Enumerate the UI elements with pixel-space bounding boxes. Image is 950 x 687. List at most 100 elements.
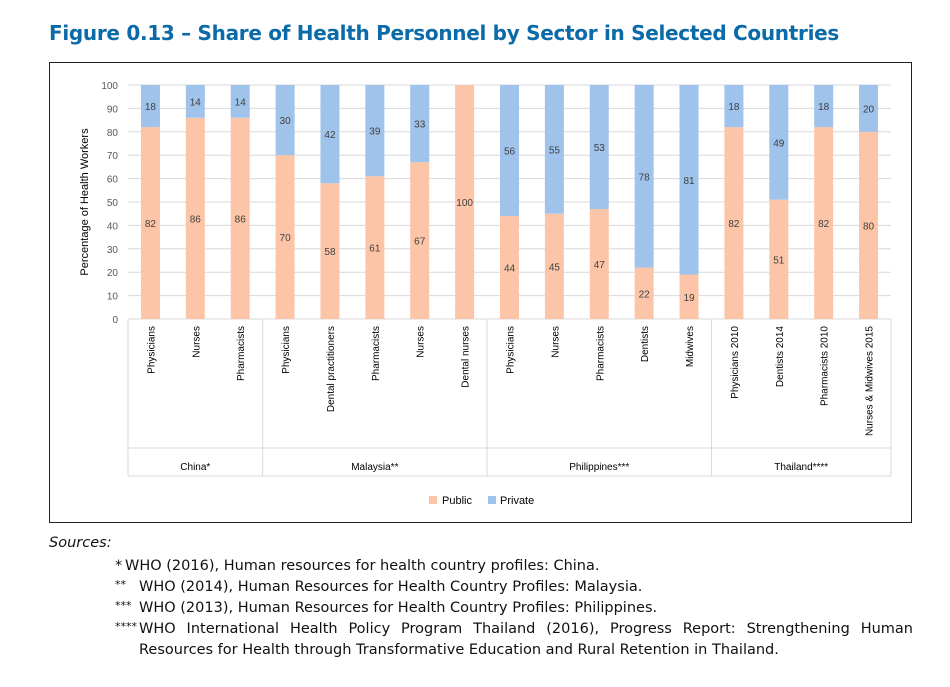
bar-public xyxy=(724,127,744,320)
bar-public xyxy=(544,213,564,319)
source-item: *** WHO (2013), Human Resources for Healt… xyxy=(115,599,658,616)
bar-private xyxy=(679,85,699,275)
y-tick-label: 10 xyxy=(107,292,119,303)
bar-private xyxy=(410,85,430,163)
stacked-bar-chart: 0 10 20 30 40 50 60 70 80 90 100 Percentage of Heal… xyxy=(79,81,892,507)
data-label-public: 51 xyxy=(773,255,785,266)
x-tick-label: Midwives xyxy=(685,326,696,367)
bar-public xyxy=(859,131,879,319)
bar-public xyxy=(185,117,205,319)
sources: Sources: * WHO (2016), Human resources fo… xyxy=(49,535,913,658)
legend-swatch-public xyxy=(429,496,437,504)
data-label-public: 67 xyxy=(414,237,426,248)
bar-private xyxy=(859,85,879,132)
x-tick-label: Nurses xyxy=(416,326,427,358)
x-tick-label: Physicians xyxy=(146,326,157,374)
y-tick-label: 30 xyxy=(107,245,119,256)
data-label-private: 14 xyxy=(235,97,247,108)
bar-public xyxy=(410,162,430,319)
x-tick-label: Pharmacists 2010 xyxy=(820,326,831,406)
y-axis-label: Percentage of Health Workers xyxy=(79,128,91,276)
y-tick-label: 70 xyxy=(107,151,119,162)
data-label-public: 100 xyxy=(456,198,473,209)
bar-public xyxy=(500,216,519,319)
bar-private xyxy=(365,85,385,177)
legend-swatch-private xyxy=(488,496,496,504)
group-label: Thailand**** xyxy=(774,462,828,473)
bar-public xyxy=(320,183,340,319)
bar-private xyxy=(140,85,160,128)
data-label-private: 55 xyxy=(549,145,561,156)
source-item: ** WHO (2014), Human Resources for Health… xyxy=(115,578,643,595)
data-label-public: 86 xyxy=(235,214,247,225)
bar-public xyxy=(455,85,475,319)
data-label-public: 19 xyxy=(683,293,695,304)
data-label-private: 56 xyxy=(504,147,516,158)
sources-heading: Sources: xyxy=(49,535,112,551)
x-tick-label: Pharmacists xyxy=(236,326,247,381)
group-label: Malaysia** xyxy=(351,462,398,473)
bar-public xyxy=(275,155,295,319)
figure-title: Figure 0.13 – Share of Health Personnel … xyxy=(49,21,839,45)
data-label-public: 82 xyxy=(728,219,740,230)
x-tick-label: Pharmacists xyxy=(371,326,382,381)
y-tick-label: 50 xyxy=(107,198,119,209)
bar-public xyxy=(769,199,789,319)
bar-private xyxy=(724,85,744,128)
bar-private xyxy=(769,85,789,200)
x-tick-label: Physicians xyxy=(506,326,517,374)
data-label-public: 70 xyxy=(280,233,292,244)
y-tick-label: 80 xyxy=(107,128,119,139)
y-tick-label: 100 xyxy=(101,81,118,92)
group-label: China* xyxy=(180,462,210,473)
data-label-public: 58 xyxy=(324,247,336,258)
x-tick-label: Nurses & Midwives 2015 xyxy=(865,326,876,436)
data-label-private: 18 xyxy=(728,102,740,113)
x-tick-label: Nurses xyxy=(550,326,561,358)
data-label-public: 44 xyxy=(504,264,516,275)
data-label-private: 42 xyxy=(324,130,336,141)
x-tick-label: Dentists 2014 xyxy=(775,326,786,388)
y-tick-label: 20 xyxy=(107,268,119,279)
x-tick-label: Dental nurses xyxy=(461,326,472,388)
data-label-private: 81 xyxy=(683,176,695,187)
bar-public xyxy=(634,267,654,319)
bar-private xyxy=(185,85,205,118)
x-tick-label: Physicians 2010 xyxy=(730,326,741,399)
data-label-public: 47 xyxy=(594,260,606,271)
data-label-private: 18 xyxy=(145,102,157,113)
legend-label-public: Public xyxy=(442,495,472,507)
data-label-public: 86 xyxy=(190,214,202,225)
bar-private xyxy=(320,85,340,184)
data-label-private: 14 xyxy=(190,97,202,108)
x-tick-label: Nurses xyxy=(191,326,202,358)
y-tick-label: 90 xyxy=(107,104,119,115)
x-tick-label: Dental practitioners xyxy=(326,326,337,412)
data-label-public: 80 xyxy=(863,221,875,232)
y-tick-label: 0 xyxy=(112,315,118,326)
y-tick-label: 60 xyxy=(107,175,119,186)
bar-private xyxy=(814,85,834,128)
bar-public xyxy=(365,176,385,319)
data-label-private: 20 xyxy=(863,104,875,115)
data-label-public: 82 xyxy=(145,219,157,230)
legend-label-private: Private xyxy=(500,495,534,507)
data-label-private: 39 xyxy=(369,127,381,138)
group-label: Philippines*** xyxy=(569,462,629,473)
bar-private xyxy=(544,85,564,214)
data-label-private: 49 xyxy=(773,138,785,149)
data-label-public: 82 xyxy=(818,219,830,230)
bar-private xyxy=(230,85,250,118)
data-label-private: 30 xyxy=(280,116,292,127)
bar-private xyxy=(634,85,654,268)
data-label-public: 45 xyxy=(549,262,561,273)
source-item: **** WHO International Health Policy Prog… xyxy=(115,620,913,658)
data-label-private: 18 xyxy=(818,102,830,113)
data-label-private: 53 xyxy=(594,143,606,154)
bar-public xyxy=(589,209,609,319)
bar-public xyxy=(230,117,250,319)
x-tick-label: Dentists xyxy=(640,326,651,362)
x-tick-label: Pharmacists xyxy=(595,326,606,381)
bar-private xyxy=(500,85,519,217)
data-label-private: 33 xyxy=(414,120,426,131)
